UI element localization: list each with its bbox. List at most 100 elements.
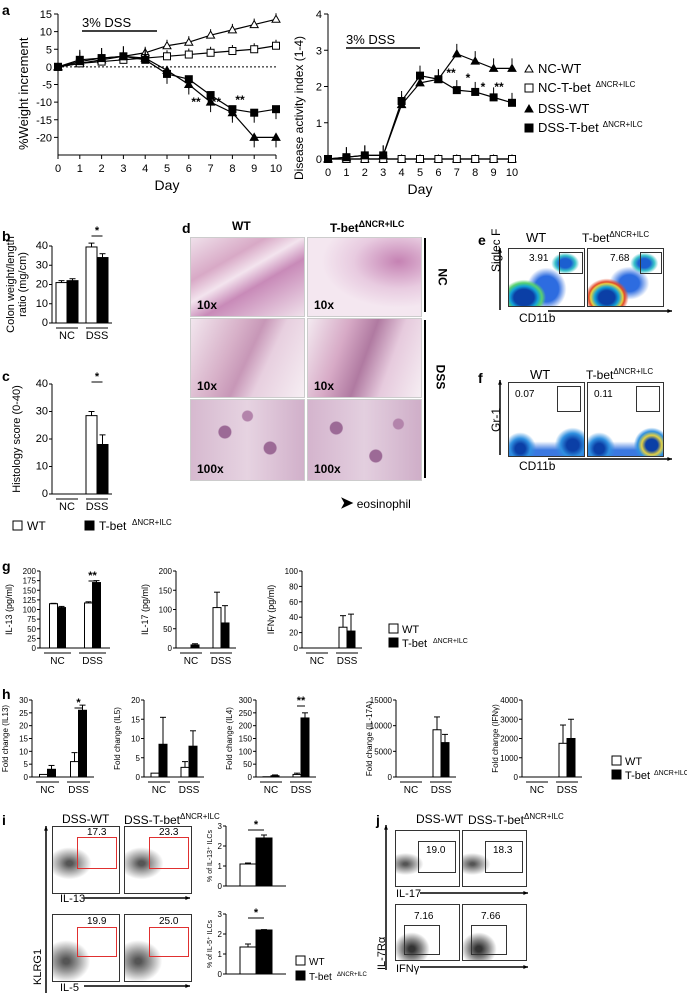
legend-label: NC-T-bet — [538, 80, 591, 95]
y-tick-label: 10 — [19, 747, 28, 756]
histo-dss-ko-100x: 100x — [307, 399, 422, 481]
flow-f-wt-value: 0.07 — [515, 389, 535, 400]
bar-ko — [566, 738, 576, 778]
data-point — [250, 108, 259, 117]
y-tick-label: 3 — [218, 910, 223, 919]
histo-dss-wt: 10x — [190, 318, 305, 398]
sig-star: * — [95, 371, 100, 383]
category-label: DSS — [291, 785, 312, 796]
bar-ko — [190, 644, 200, 649]
histo-nc-ko: 10x — [307, 237, 422, 317]
flow-i-3-value: 19.9 — [87, 916, 107, 927]
y-tick-label: 0 — [136, 773, 141, 782]
y-axis-label: Histology score (0-40) — [11, 385, 23, 493]
data-point — [162, 40, 172, 50]
y-tick-label: 10 — [36, 461, 48, 473]
y-axis-label: Fold change (IL5) — [113, 707, 122, 770]
data-point — [397, 97, 406, 105]
data-point — [471, 155, 480, 163]
bar-wt — [558, 742, 568, 778]
flow-j-4-value: 7.66 — [481, 911, 501, 922]
x-tick-label: 3 — [120, 163, 126, 175]
y-tick-label: 100 — [23, 606, 37, 615]
y-tick-label: 300 — [239, 696, 253, 705]
panel-label-i: i — [2, 812, 6, 828]
x-tick-label: 9 — [251, 163, 257, 175]
x-axis-label: Day — [408, 181, 433, 197]
x-tick-label: 9 — [491, 167, 497, 179]
bar-ko — [270, 775, 280, 778]
bar-ko — [188, 745, 198, 778]
bar-wt — [239, 946, 257, 975]
histo-dss-wt-100x: 100x — [190, 399, 305, 481]
y-tick-label: 125 — [23, 596, 37, 605]
i-legend-ko-label: T-bet — [309, 972, 332, 983]
sig-star: ** — [88, 570, 97, 582]
y-tick-label: 3 — [218, 822, 223, 831]
panel-label-e: e — [478, 232, 486, 248]
panel-label-c: c — [2, 368, 10, 384]
category-label: NC — [152, 785, 166, 796]
panel-label-f: f — [478, 370, 483, 386]
bar-ko — [92, 582, 101, 649]
y-tick-label: 4 — [316, 9, 322, 21]
histo-mag-3: 10x — [197, 379, 218, 393]
y-tick-label: 150 — [23, 586, 37, 595]
flow-i-2-value: 23.3 — [159, 827, 179, 838]
g-legend-ko-sup: ΔNCR+ILC — [433, 638, 468, 645]
data-point — [452, 155, 461, 163]
y-tick-label: 20 — [36, 279, 48, 291]
i-legend-wt-swatch — [295, 955, 306, 966]
histo-mag-4: 10x — [314, 379, 335, 393]
data-point — [415, 77, 425, 87]
bar-wt — [338, 626, 348, 649]
x-tick-label: 3 — [380, 167, 386, 179]
y-tick-label: 1 — [316, 118, 322, 130]
y-tick-label: 150 — [239, 735, 253, 744]
y-tick-label: -10 — [36, 97, 52, 109]
category-label: DSS — [179, 785, 200, 796]
category-label: DSS — [82, 656, 103, 667]
f-ko-label: T-bet — [586, 368, 614, 382]
y-tick-label: 100 — [159, 606, 173, 615]
i-xlabel-bot: IL-5 — [60, 982, 79, 994]
flow-f-ko-gate — [636, 386, 660, 412]
data-point — [489, 155, 498, 163]
h-legend-wt-label: WT — [625, 756, 642, 768]
y-axis-label: Colon weight/length — [5, 236, 17, 333]
category-label: DSS — [211, 656, 232, 667]
y-axis-label: Fold change (IL-17A) — [365, 701, 374, 776]
y-tick-label: 10 — [40, 27, 52, 39]
flow-j-4: 7.66 — [462, 904, 527, 961]
x-tick-label: 6 — [186, 163, 192, 175]
data-point — [75, 55, 84, 64]
x-tick-label: 5 — [164, 163, 170, 175]
category-label: DSS — [557, 785, 578, 796]
data-point — [272, 105, 280, 114]
e-ko-sup: ΔNCR+ILC — [609, 230, 650, 239]
panel-label-d: d — [182, 220, 191, 236]
y-tick-label: 0 — [24, 773, 29, 782]
flow-i-1-value: 17.3 — [87, 827, 107, 838]
y-tick-label: 0 — [218, 882, 223, 891]
h-legend-ko-sup: ΔNCR+ILC — [654, 770, 687, 777]
data-point — [324, 155, 332, 163]
category-label: NC — [264, 785, 278, 796]
bar-wt — [70, 761, 79, 778]
flow-j-1-gate — [418, 841, 456, 873]
data-point — [228, 105, 237, 114]
category-label: DSS — [86, 501, 109, 513]
y-tick-label: 1 — [218, 950, 223, 959]
g-legend-wt-label: WT — [402, 624, 419, 636]
data-point — [249, 19, 260, 29]
y-tick-label: 200 — [23, 567, 37, 576]
y-tick-label: 175 — [23, 577, 37, 586]
data-point — [227, 24, 238, 34]
data-point — [119, 52, 128, 61]
bar-ko — [158, 743, 168, 778]
sig-star: * — [95, 225, 100, 237]
bar-wt — [84, 602, 93, 649]
x-tick-label: 8 — [229, 163, 235, 175]
sig-star-left: ** — [191, 95, 201, 109]
y-tick-label: 80 — [289, 582, 298, 591]
